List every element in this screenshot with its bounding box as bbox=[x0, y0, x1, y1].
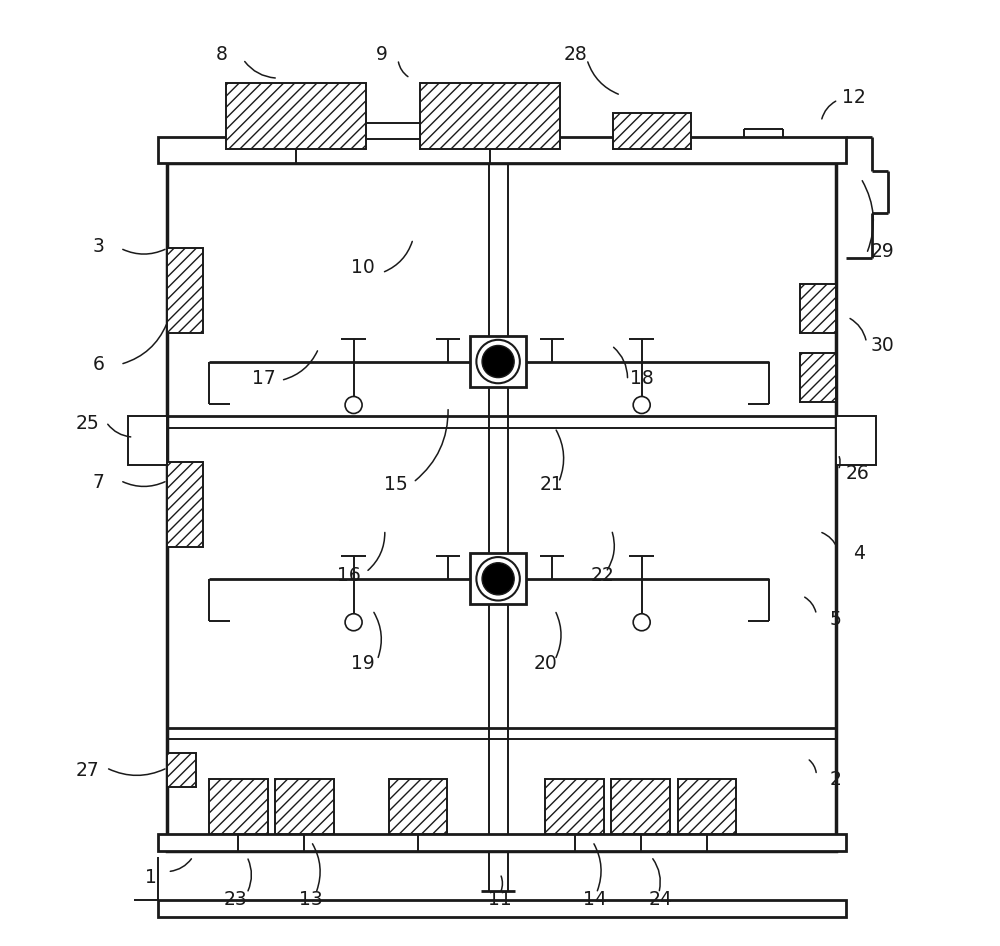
Bar bbox=[800, 353, 836, 402]
Text: 26: 26 bbox=[845, 464, 869, 482]
Circle shape bbox=[482, 563, 514, 595]
Text: 28: 28 bbox=[564, 45, 587, 64]
Text: 5: 5 bbox=[829, 610, 841, 629]
Bar bbox=[389, 780, 447, 833]
Text: 30: 30 bbox=[871, 336, 894, 355]
Bar bbox=[613, 114, 691, 149]
Bar bbox=[226, 83, 366, 149]
Bar bbox=[158, 833, 846, 850]
Bar bbox=[800, 284, 836, 333]
Bar bbox=[209, 780, 268, 833]
Text: 10: 10 bbox=[351, 257, 375, 276]
Text: 14: 14 bbox=[583, 890, 606, 909]
Text: 8: 8 bbox=[215, 45, 227, 64]
Bar bbox=[836, 416, 876, 465]
Text: 17: 17 bbox=[252, 369, 276, 388]
Text: 19: 19 bbox=[351, 655, 375, 674]
Circle shape bbox=[345, 614, 362, 631]
Circle shape bbox=[633, 396, 650, 413]
Text: 15: 15 bbox=[384, 475, 408, 494]
Text: 27: 27 bbox=[75, 761, 99, 780]
Text: 23: 23 bbox=[224, 890, 247, 909]
Text: 13: 13 bbox=[299, 890, 323, 909]
Bar bbox=[545, 780, 604, 833]
Text: 29: 29 bbox=[871, 241, 894, 260]
Bar bbox=[167, 753, 196, 787]
Bar bbox=[420, 83, 560, 149]
Text: 9: 9 bbox=[376, 45, 388, 64]
Text: 20: 20 bbox=[533, 655, 557, 674]
Text: 22: 22 bbox=[590, 566, 614, 585]
Bar bbox=[167, 462, 203, 547]
Text: 2: 2 bbox=[829, 770, 841, 790]
Circle shape bbox=[633, 614, 650, 631]
Circle shape bbox=[345, 396, 362, 413]
Bar bbox=[470, 336, 526, 387]
Text: 1: 1 bbox=[145, 867, 156, 886]
Bar bbox=[167, 248, 203, 333]
Bar bbox=[470, 553, 526, 604]
Bar bbox=[167, 163, 836, 850]
Text: 12: 12 bbox=[842, 88, 866, 107]
Text: 6: 6 bbox=[93, 355, 104, 374]
Text: 18: 18 bbox=[630, 369, 654, 388]
Bar bbox=[275, 780, 334, 833]
Bar bbox=[158, 900, 846, 917]
Bar bbox=[366, 124, 420, 139]
Text: 3: 3 bbox=[93, 236, 104, 255]
Circle shape bbox=[482, 345, 514, 377]
Text: 24: 24 bbox=[649, 890, 673, 909]
Bar bbox=[128, 416, 167, 465]
Text: 16: 16 bbox=[337, 566, 361, 585]
Text: 4: 4 bbox=[853, 544, 865, 563]
Bar bbox=[611, 780, 670, 833]
Text: 7: 7 bbox=[93, 473, 104, 492]
Text: 25: 25 bbox=[75, 414, 99, 433]
Text: 11: 11 bbox=[488, 890, 512, 909]
Bar bbox=[678, 780, 736, 833]
Text: 21: 21 bbox=[540, 475, 564, 494]
Bar bbox=[158, 137, 846, 163]
